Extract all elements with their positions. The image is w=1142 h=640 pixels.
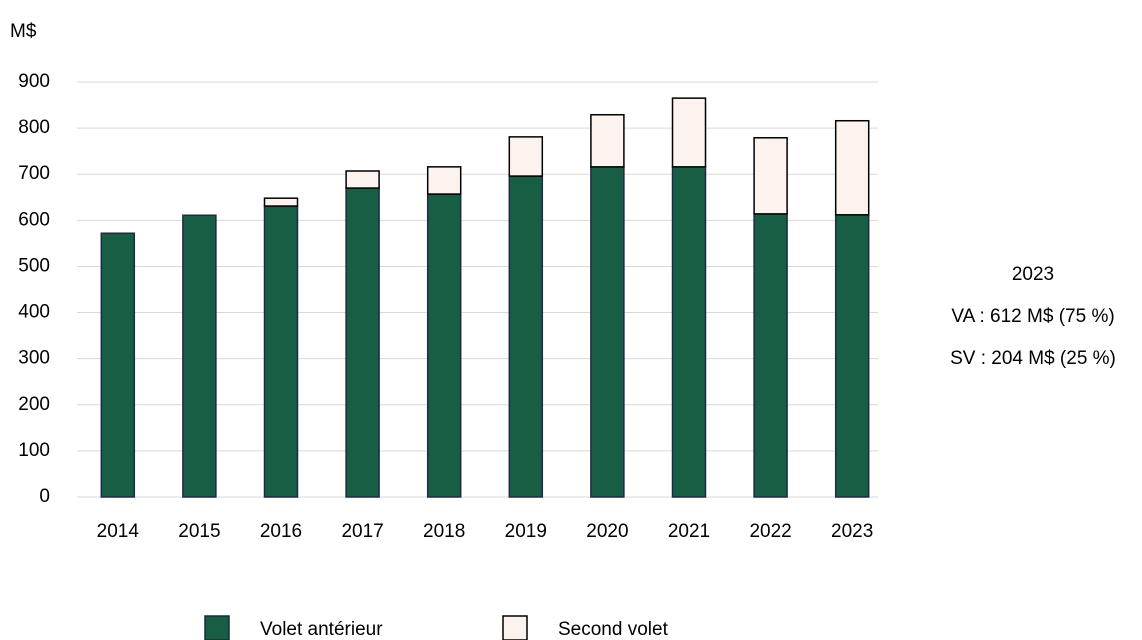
bar-segment	[345, 170, 380, 189]
y-tick-label: 0	[39, 486, 50, 507]
y-tick-label: 800	[18, 117, 50, 138]
bar-segment	[263, 197, 299, 207]
bar-segment	[834, 214, 870, 498]
annotation: SV : 204 M$ (25 %)	[950, 348, 1116, 369]
bar-segment	[426, 193, 462, 498]
bar-segment	[834, 119, 870, 216]
x-tick-label: 2014	[97, 521, 140, 542]
y-tick-label: 300	[18, 348, 50, 369]
y-tick-label: 200	[18, 394, 50, 415]
y-tick-label: 600	[18, 209, 50, 230]
bar-segment	[590, 113, 625, 168]
y-tick-label: 100	[18, 440, 50, 461]
x-tick-label: 2019	[505, 521, 547, 542]
y-axis-label: M$	[10, 21, 37, 42]
bar-segment	[671, 97, 707, 168]
bar-segment	[508, 175, 544, 498]
bar-segment	[671, 166, 707, 498]
bar-segment	[345, 187, 380, 498]
annotation: VA : 612 M$ (75 %)	[951, 306, 1114, 327]
x-tick-label: 2018	[423, 521, 465, 542]
bar-segment	[426, 166, 462, 195]
legend-swatch	[502, 615, 528, 640]
bar-segment	[508, 136, 544, 177]
x-tick-label: 2022	[749, 521, 791, 542]
bar-segment	[263, 205, 299, 498]
bar-segment	[753, 137, 788, 215]
x-tick-label: 2017	[341, 521, 383, 542]
x-tick-label: 2015	[178, 521, 220, 542]
annotation: 2023	[1012, 264, 1054, 285]
y-tick-label: 900	[18, 71, 50, 92]
y-tick-label: 700	[18, 163, 50, 184]
x-tick-label: 2023	[831, 521, 873, 542]
bar-segment	[753, 213, 788, 498]
bar-segment	[590, 166, 625, 498]
legend-label: Volet antérieur	[260, 619, 383, 640]
x-tick-label: 2021	[668, 521, 710, 542]
bar-segment	[100, 232, 136, 498]
bar-segment	[182, 214, 217, 498]
legend-label: Second volet	[558, 619, 669, 640]
y-tick-label: 500	[18, 255, 50, 276]
legend-swatch	[204, 615, 230, 640]
x-tick-label: 2020	[586, 521, 628, 542]
y-tick-label: 400	[18, 302, 50, 323]
x-tick-label: 2016	[260, 521, 302, 542]
